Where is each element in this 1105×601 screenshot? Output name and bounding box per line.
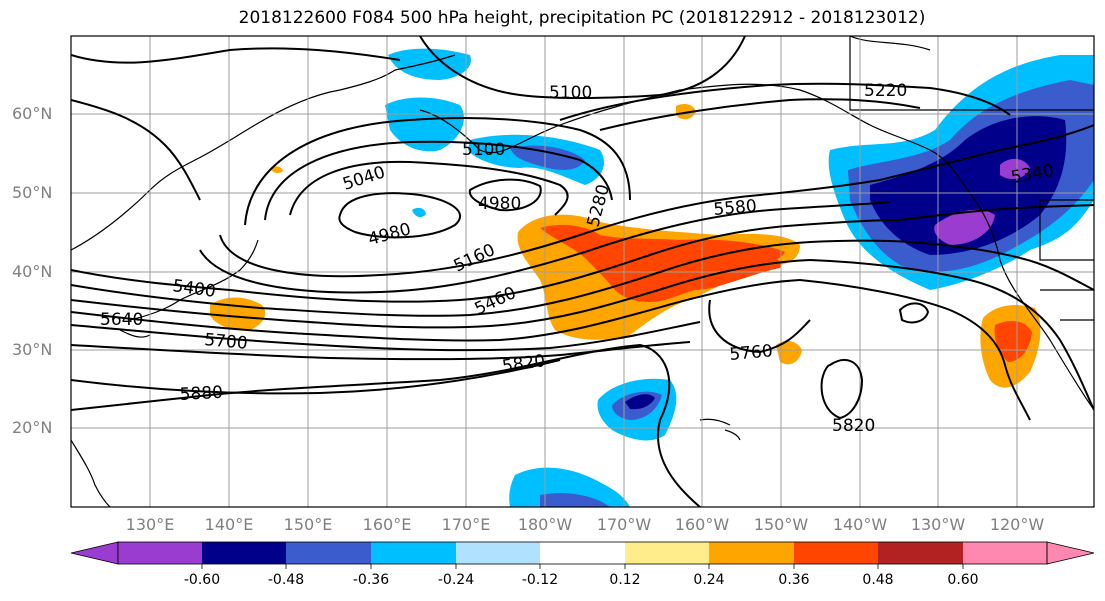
colorbar-swatch [202, 542, 286, 564]
colorbar-swatch [540, 542, 625, 564]
height-contours [71, 36, 1094, 507]
contour-label-5100-a: 5100 [549, 83, 592, 103]
contour-label-5760: 5760 [729, 341, 774, 365]
colorbar-label: 0.36 [778, 572, 810, 588]
colorbar-swatch [456, 542, 540, 564]
lat-label: 30°N [12, 340, 53, 359]
lon-label: 140°E [204, 515, 254, 534]
colorbar-frame [117, 541, 1048, 565]
lon-label: 170°W [596, 515, 652, 534]
lon-label: 130°W [910, 515, 966, 534]
contour-label-5640: 5640 [100, 310, 143, 330]
colorbar-ticks [201, 564, 964, 569]
contour-label-4980-a: 4980 [478, 194, 521, 214]
contour-label-5100-b: 5100 [462, 140, 505, 160]
lon-label: 150°E [283, 515, 333, 534]
contour-label-5700: 5700 [204, 330, 249, 354]
colorbar-swatch [371, 542, 456, 564]
colorbar-swatch [118, 542, 202, 564]
precip-neg-north-5 [412, 207, 426, 218]
colorbar-label: -0.24 [437, 572, 475, 588]
colorbar-label: -0.12 [521, 572, 559, 588]
colorbar-label: 0.48 [862, 572, 894, 588]
contour-label-5820-b: 5820 [832, 416, 875, 436]
lon-label: 140°W [832, 515, 888, 534]
colorbar-swatch [709, 542, 794, 564]
precip-neg-north-2 [510, 145, 585, 170]
lat-label: 40°N [12, 262, 53, 281]
lon-label: 170°E [441, 515, 491, 534]
precip-neg-south-3 [625, 394, 655, 410]
precip-pos-small-1 [776, 340, 802, 365]
precip-pos-california-2 [994, 320, 1032, 362]
lon-label: 120°W [989, 515, 1045, 534]
colorbar-label: 0.24 [693, 572, 725, 588]
colorbar-label: -0.36 [352, 572, 390, 588]
colorbar [70, 541, 1095, 569]
precip-neg-northeast-5 [1000, 158, 1030, 180]
coastlines [71, 36, 1094, 507]
colorbar-label: 0.60 [947, 572, 979, 588]
lat-label: 60°N [12, 104, 53, 123]
precip-pos-japan [210, 297, 266, 331]
lon-label: 160°E [362, 515, 412, 534]
colorbar-extend-left [70, 541, 119, 565]
colorbar-label: -0.60 [183, 572, 221, 588]
colorbar-extend-right [1046, 541, 1095, 565]
lat-label: 50°N [12, 183, 53, 202]
colorbar-swatch [963, 542, 1047, 564]
lat-label: 20°N [12, 418, 53, 437]
contour-label-5220: 5220 [864, 81, 907, 101]
map-frame [70, 35, 1095, 508]
colorbar-swatch [794, 542, 878, 564]
lon-label: 150°W [753, 515, 809, 534]
precip-neg-south-5 [540, 493, 610, 507]
map-title: 2018122600 F084 500 hPa height, precipit… [238, 8, 926, 28]
colorbar-swatch [878, 542, 963, 564]
precip-pos-band-3 [633, 242, 781, 291]
contour-label-5580: 5580 [713, 196, 758, 220]
precip-neg-northeast-4 [934, 209, 995, 245]
lon-label: 180°W [517, 515, 573, 534]
lon-label: 160°W [674, 515, 730, 534]
colorbar-label: 0.12 [609, 572, 641, 588]
precip-neg-south-4 [509, 467, 630, 507]
colorbar-label: -0.48 [267, 572, 305, 588]
lon-label: 130°E [125, 515, 175, 534]
contour-label-5880: 5880 [179, 383, 223, 405]
colorbar-swatch [625, 542, 709, 564]
colorbar-swatch [286, 542, 371, 564]
precip-neg-north-3 [385, 97, 464, 152]
